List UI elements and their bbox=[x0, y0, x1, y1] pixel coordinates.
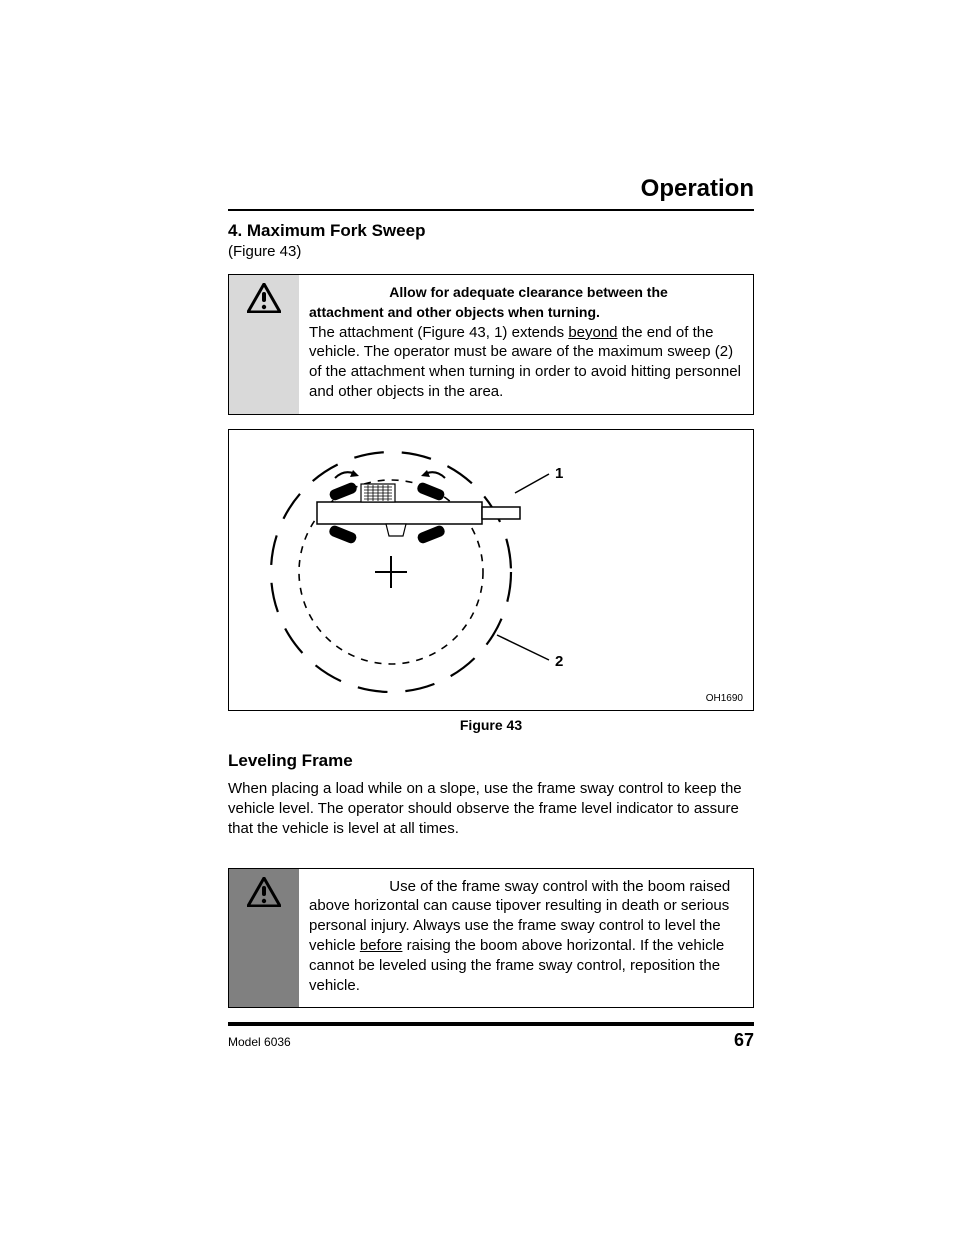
footer: Model 6036 67 bbox=[228, 1022, 754, 1051]
page: Operation 4. Maximum Fork Sweep (Figure … bbox=[0, 0, 954, 1235]
warning-text-underlined: beyond bbox=[568, 324, 617, 341]
subheading: Leveling Frame bbox=[228, 751, 754, 771]
warning-box-2: WARNING: Use of the frame sway control w… bbox=[228, 868, 754, 1009]
warning-box-1: WARNING: Allow for adequate clearance be… bbox=[228, 274, 754, 415]
warning-body: WARNING: Use of the frame sway control w… bbox=[299, 869, 753, 1008]
figure-caption: Figure 43 bbox=[228, 717, 754, 733]
warning-icon-cell bbox=[229, 869, 299, 1008]
warning-icon bbox=[247, 877, 281, 907]
callout-2: 2 bbox=[555, 653, 563, 670]
footer-page-number: 67 bbox=[734, 1030, 754, 1051]
figure-reference: (Figure 43) bbox=[228, 243, 754, 260]
callout-1: 1 bbox=[555, 465, 563, 482]
section-title: 4. Maximum Fork Sweep bbox=[228, 221, 754, 241]
warning-icon bbox=[247, 283, 281, 313]
warning-icon-cell bbox=[229, 275, 299, 414]
warning-body: WARNING: Allow for adequate clearance be… bbox=[299, 275, 753, 414]
body-paragraph: When placing a load while on a slope, us… bbox=[228, 779, 754, 840]
warning-text-pre: The attachment (Figure 43, 1) extends bbox=[309, 324, 568, 341]
figure-frame: 1 2 OH1690 bbox=[228, 429, 754, 711]
warning-text-underlined: before bbox=[360, 937, 403, 954]
page-header: Operation bbox=[228, 175, 754, 211]
warning-bold-text: Allow for adequate clearance between the… bbox=[309, 284, 668, 320]
figure-svg: 1 2 bbox=[229, 430, 753, 710]
figure-part-number: OH1690 bbox=[706, 693, 743, 704]
footer-model: Model 6036 bbox=[228, 1035, 291, 1049]
